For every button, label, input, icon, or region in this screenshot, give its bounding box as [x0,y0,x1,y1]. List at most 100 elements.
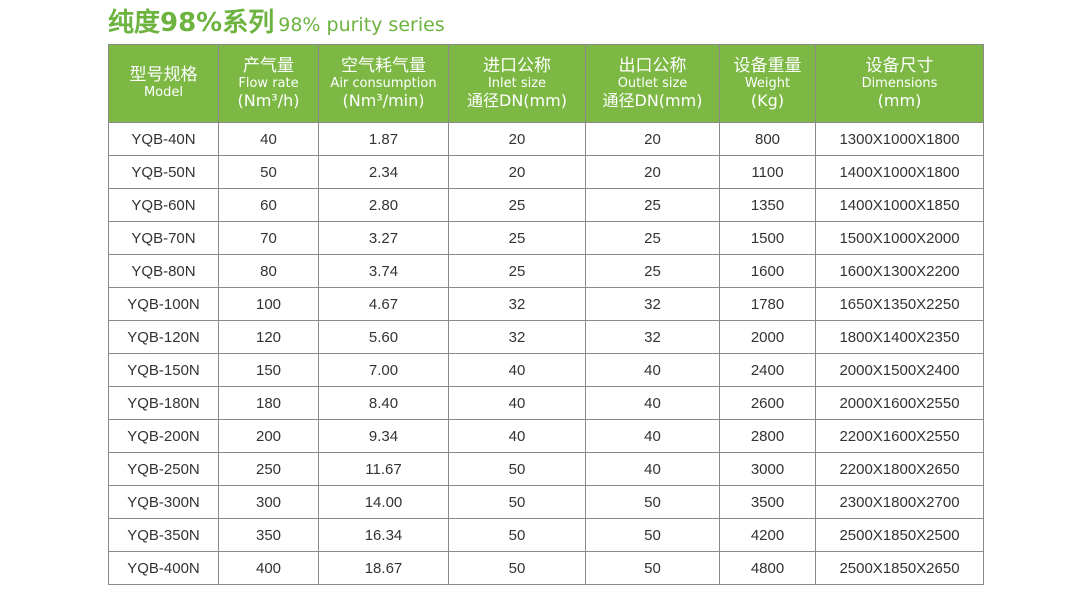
table-header: 型号规格 Model 产气量 Flow rate (Nm³/h) 空气耗气量 Air con… [108,44,984,123]
table-row: YQB-400N 400 18.67 50 50 4800 2500X1850X2650 [108,551,984,585]
table-cell: 2800 [719,419,816,453]
table-cell: 8.40 [318,386,449,420]
table-cell: 20 [585,155,720,189]
table-cell: 50 [585,518,720,552]
table-cell: YQB-100N [108,287,219,321]
header-line: Inlet size [487,75,547,91]
table-cell: 40 [585,419,720,453]
table-cell: 300 [218,485,319,519]
header-line: (Nm³/h) [237,90,300,110]
table-cell: 800 [719,122,816,156]
table-cell: 50 [218,155,319,189]
header-line: 型号规格 [129,65,198,86]
table-cell: 18.67 [318,551,449,585]
table-row: YQB-40N 40 1.87 20 20 800 1300X1000X1800 [108,122,984,156]
table-cell: 32 [585,320,720,354]
header-cell: 设备尺寸 Dimensions (mm) [815,44,984,123]
table-cell: 50 [585,551,720,585]
title-main: 纯度98%系列 [108,8,275,38]
table-cell: 1.87 [318,122,449,156]
table-cell: 25 [448,188,586,222]
table-cell: 50 [448,485,586,519]
table-cell: 40 [448,386,586,420]
table-row: YQB-70N 70 3.27 25 25 1500 1500X1000X2000 [108,221,984,255]
table-cell: 32 [448,320,586,354]
table-cell: 2200X1600X2550 [815,419,984,453]
header-cell: 型号规格 Model [108,44,219,123]
header-line: 通径DN(mm) [467,90,567,110]
table-cell: 1500X1000X2000 [815,221,984,255]
table-cell: 2000X1600X2550 [815,386,984,420]
header-line: 出口公称 [618,56,687,77]
spec-table: 型号规格 Model 产气量 Flow rate (Nm³/h) 空气耗气量 Air con… [108,44,984,585]
table-cell: 50 [448,518,586,552]
table-row: YQB-250N 250 11.67 50 40 3000 2200X1800X2650 [108,452,984,486]
header-line: Flow rate [238,75,299,91]
table-row: YQB-80N 80 3.74 25 25 1600 1600X1300X2200 [108,254,984,288]
header-cell: 出口公称 Outlet size 通径DN(mm) [585,44,720,123]
table-cell: 180 [218,386,319,420]
table-row: YQB-300N 300 14.00 50 50 3500 2300X1800X2700 [108,485,984,519]
header-line: 通径DN(mm) [602,90,703,110]
table-cell: 1780 [719,287,816,321]
table-cell: 1350 [719,188,816,222]
table-cell: 25 [448,221,586,255]
table-cell: YQB-350N [108,518,219,552]
table-cell: 3000 [719,452,816,486]
table-cell: 16.34 [318,518,449,552]
table-cell: YQB-200N [108,419,219,453]
table-cell: 80 [218,254,319,288]
table-cell: 2.80 [318,188,449,222]
table-cell: 2.34 [318,155,449,189]
table-cell: 4200 [719,518,816,552]
header-line: (Nm³/min) [342,90,425,110]
table-cell: 25 [585,254,720,288]
table-row: YQB-100N 100 4.67 32 32 1780 1650X1350X2250 [108,287,984,321]
header-line: (Kg) [750,90,785,110]
table-row: YQB-60N 60 2.80 25 25 1350 1400X1000X1850 [108,188,984,222]
table-cell: 150 [218,353,319,387]
table-cell: 1400X1000X1800 [815,155,984,189]
header-line: 空气耗气量 [341,56,426,77]
header-line: 进口公称 [483,56,551,77]
table-cell: 2400 [719,353,816,387]
table-cell: 20 [448,122,586,156]
table-cell: 2000X1500X2400 [815,353,984,387]
table-cell: 20 [585,122,720,156]
header-line: Weight [744,75,791,91]
table-cell: 40 [585,452,720,486]
table-cell: YQB-50N [108,155,219,189]
table-cell: YQB-250N [108,452,219,486]
title: 纯度98%系列 98% purity series [108,2,445,39]
table-cell: 40 [218,122,319,156]
table-cell: 25 [585,221,720,255]
table-cell: 40 [585,386,720,420]
table-cell: 3500 [719,485,816,519]
table-cell: 1600 [719,254,816,288]
header-line: (mm) [877,90,922,110]
table-cell: 250 [218,452,319,486]
table-cell: 7.00 [318,353,449,387]
table-cell: YQB-400N [108,551,219,585]
table-cell: YQB-70N [108,221,219,255]
header-line: 设备尺寸 [865,56,934,77]
table-cell: 3.74 [318,254,449,288]
table-cell: 1650X1350X2250 [815,287,984,321]
table-row: YQB-200N 200 9.34 40 40 2800 2200X1600X2550 [108,419,984,453]
table-cell: 9.34 [318,419,449,453]
header-row: 型号规格 Model 产气量 Flow rate (Nm³/h) 空气耗气量 Air con… [108,44,984,123]
table-cell: 60 [218,188,319,222]
table-cell: YQB-180N [108,386,219,420]
table-cell: 32 [448,287,586,321]
table-cell: YQB-150N [108,353,219,387]
table-cell: 50 [585,485,720,519]
table-cell: 100 [218,287,319,321]
table-cell: 40 [448,353,586,387]
table-cell: 20 [448,155,586,189]
table-cell: 1400X1000X1850 [815,188,984,222]
table-cell: 40 [448,419,586,453]
table-cell: 2500X1850X2650 [815,551,984,585]
table-cell: 40 [585,353,720,387]
table-cell: 2300X1800X2700 [815,485,984,519]
